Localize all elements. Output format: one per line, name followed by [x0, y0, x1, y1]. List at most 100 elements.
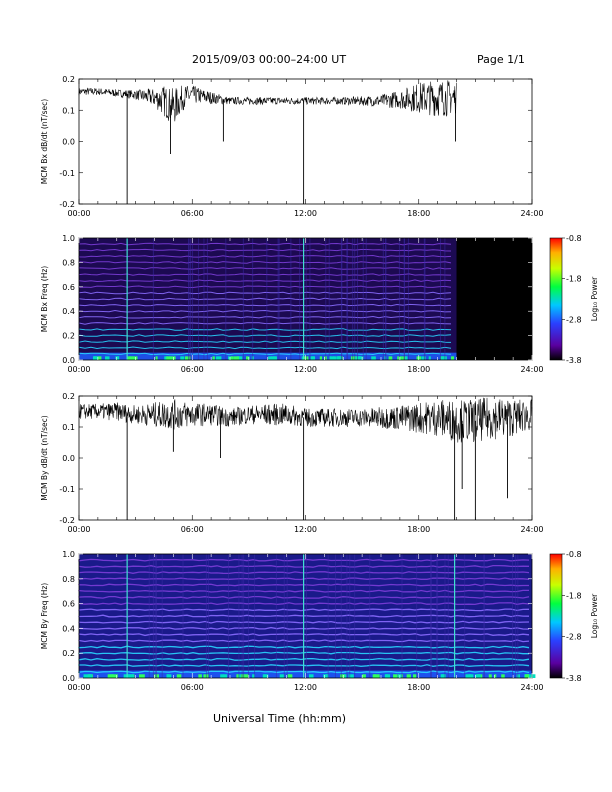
spectrogram-lowfreq-burst [516, 674, 520, 678]
harmonic-line [78, 285, 452, 289]
colorbar-tick-label: -2.8 [566, 633, 582, 642]
spectrogram-lowfreq-burst [230, 356, 234, 360]
harmonic-line [78, 248, 452, 252]
spectrogram-lowfreq-burst [310, 356, 315, 360]
spectrogram-lowfreq-burst [138, 674, 145, 678]
panel-2: -0.8 -1.8 -2.8 -3.8 Log₁₀ Power 00:00 06:00 12:… [40, 234, 599, 374]
page-indicator: Page 1/1 [477, 53, 525, 66]
colorbar-label: Log₁₀ Power [590, 276, 599, 321]
x-tick-label: 06:00 [181, 209, 204, 218]
spectrogram-lowfreq-burst [371, 356, 376, 360]
x-tick-label: 12:00 [294, 525, 317, 534]
spectrogram-lowfreq-burst [272, 356, 278, 360]
spectrogram-lowfreq-burst [279, 674, 285, 678]
colorbar-tick-label: -0.8 [566, 234, 582, 243]
x-tick-label: 06:00 [181, 525, 204, 534]
spectrogram-lowfreq-burst [166, 674, 169, 678]
x-tick-label: 00:00 [67, 209, 90, 218]
spectrogram-lowfreq-burst [428, 356, 431, 360]
colorbar-tick-label: -0.8 [566, 550, 582, 559]
y-tick-label: 0.6 [62, 283, 75, 292]
y-tick-label: 0.2 [62, 649, 75, 658]
x-tick-label: 18:00 [407, 209, 430, 218]
spectrogram-lowfreq-burst [343, 674, 347, 678]
x-tick-label: 06:00 [181, 365, 204, 374]
spectrogram-lowfreq-burst [262, 674, 266, 678]
spectrogram-lowfreq-burst [494, 674, 497, 678]
spectrogram-lowfreq-burst [373, 674, 380, 678]
y-tick-label: 0.2 [62, 392, 75, 401]
spectrogram-lowfreq-burst [184, 356, 191, 360]
x-tick-label: 18:00 [407, 365, 430, 374]
spectrogram-lowfreq-burst [323, 674, 329, 678]
harmonic-line [78, 328, 452, 331]
harmonic-line [78, 279, 452, 283]
x-tick-label: 18:00 [407, 525, 430, 534]
spectrogram-lowfreq-burst [236, 674, 239, 678]
harmonic-line [78, 322, 452, 325]
spectrogram-lowfreq-burst [268, 356, 272, 360]
panel-4: -0.8 -1.8 -2.8 -3.8 Log₁₀ Power 00:00 06:00 12:… [40, 550, 599, 692]
spectrogram-lowfreq-burst [308, 674, 314, 678]
spectrogram-lowfreq-burst [166, 356, 172, 360]
spectrogram-lowfreq-burst [116, 356, 120, 360]
x-tick-label: 06:00 [181, 683, 204, 692]
spectrogram-lowfreq-burst [198, 674, 202, 678]
y-tick-label: 0.4 [62, 624, 75, 633]
spectrogram-lowfreq-burst [329, 356, 335, 360]
y-tick-label: -0.2 [59, 516, 75, 525]
y-tick-label: -0.1 [59, 169, 75, 178]
x-tick-label: 24:00 [520, 525, 543, 534]
y-axis-label: MCM Bx dB/dt (nT/sec) [40, 99, 49, 184]
spectrogram-lowfreq-burst [83, 674, 90, 678]
x-tick-label: 24:00 [520, 365, 543, 374]
spectrogram-lowfreq-burst [357, 356, 362, 360]
y-axis-label: MCM Bx Freq (Hz) [40, 266, 49, 332]
colorbar-tick-label: -1.8 [566, 275, 582, 284]
y-tick-label: 0.2 [62, 75, 75, 84]
colorbar [549, 237, 563, 361]
harmonic-line [78, 261, 452, 264]
spectrogram-lowfreq-burst [220, 674, 224, 678]
y-tick-label: 0.4 [62, 307, 75, 316]
spectrogram-lowfreq-burst [348, 674, 354, 678]
spectrogram-lowfreq-burst [240, 674, 246, 678]
panel-3: 00:00 06:00 12:00 18:00 24:00 -0.2 -0.1 0.0 0.1 0… [40, 392, 544, 534]
y-tick-label: 0.0 [62, 138, 75, 147]
colorbar-tick-label: -3.8 [566, 674, 582, 683]
spectrogram-lowfreq-burst [287, 674, 293, 678]
harmonic-line [78, 297, 452, 301]
spectrogram-lowfreq-burst [450, 356, 455, 360]
colorbar [549, 553, 563, 679]
y-tick-label: -0.2 [59, 200, 75, 209]
dbdt-trace [78, 397, 533, 443]
spectrogram-lowfreq-burst [212, 356, 215, 360]
spectrogram-no-data [456, 238, 532, 360]
y-tick-label: 0.8 [62, 258, 75, 267]
spectrogram-lowfreq-burst [180, 356, 185, 360]
spectrogram-lowfreq-burst [126, 356, 131, 360]
y-tick-label: 0.8 [62, 575, 75, 584]
spectrogram-lowfreq-burst [128, 356, 133, 360]
spectrogram-lowfreq-burst [245, 356, 250, 360]
spectrogram-lowfreq-burst [405, 356, 408, 360]
spectrogram-lowfreq-burst [488, 674, 492, 678]
x-tick-label: 18:00 [407, 683, 430, 692]
x-tick-label: 00:00 [67, 525, 90, 534]
spectrogram-lowfreq-burst [252, 674, 255, 678]
spectrogram-lowfreq-burst [354, 356, 357, 360]
harmonic-line [78, 334, 452, 337]
spectrogram-lowfreq-burst [107, 674, 113, 678]
spectrogram-lowfreq-burst [123, 674, 129, 678]
y-tick-label: 0.1 [62, 106, 75, 115]
spectrogram-lowfreq-burst [164, 356, 169, 360]
dbdt-trace [78, 80, 457, 122]
spectrogram-lowfreq-burst [465, 674, 472, 678]
y-tick-label: 0.0 [62, 356, 75, 365]
colorbar-tick-label: -2.8 [566, 315, 582, 324]
spectrogram-lowfreq-burst [166, 674, 172, 678]
spectrogram-lowfreq-burst [336, 356, 343, 360]
spectrogram-lowfreq-burst [441, 356, 447, 360]
spectrogram-lowfreq-burst [388, 356, 393, 360]
